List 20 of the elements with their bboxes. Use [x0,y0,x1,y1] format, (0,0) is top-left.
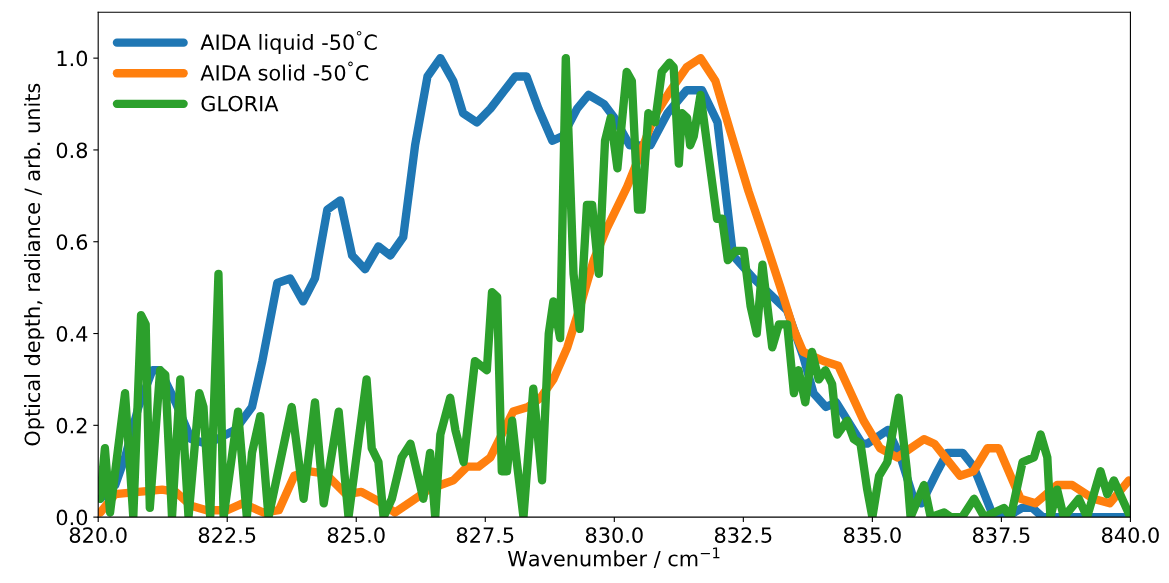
x-tick-label: 840.0 [1102,527,1159,543]
x-tick-label: 835.0 [843,527,901,543]
y-tick-label: 0.6 [56,234,88,250]
x-tick-label: 837.5 [972,527,1030,543]
y-tick-label: 0.0 [56,509,88,526]
legend-label: AIDA solid -50$^{°}$C [200,61,369,81]
legend-label: AIDA liquid -50$^{°}$C [200,30,377,55]
x-tick-label: 820.0 [69,527,127,543]
x-tick-label: 822.5 [198,527,256,543]
x-tick-label: 830.0 [585,527,643,543]
x-axis-title: Wavenumber / cm$^{−1}$ [507,547,720,569]
y-axis-title: Optical depth, radiance / arb. units [24,83,45,446]
y-tick-label: 0.4 [56,325,88,342]
x-tick-label: 827.5 [456,527,514,543]
y-tick-label: 0.8 [56,142,88,159]
y-tick-label: 1.0 [57,50,88,67]
y-tick-label: 0.2 [56,417,87,434]
legend-label: GLORIA [201,95,279,112]
x-tick-label: 832.5 [714,527,772,543]
x-tick-label: 825.0 [327,527,385,543]
